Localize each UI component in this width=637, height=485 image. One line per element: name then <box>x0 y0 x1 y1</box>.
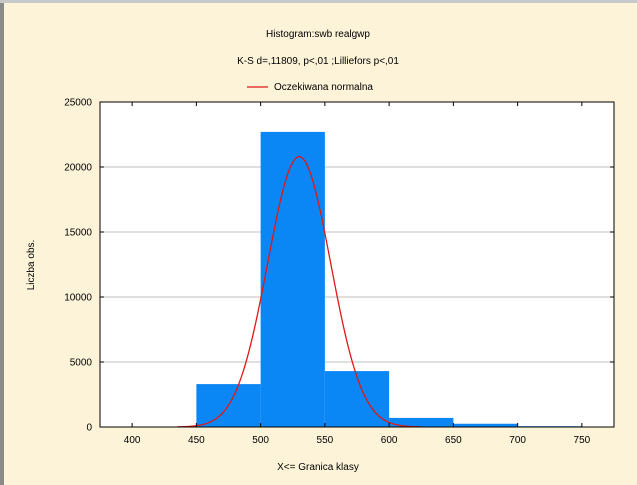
y-tick-label-15000: 15000 <box>64 228 92 239</box>
x-tick-label-750: 750 <box>574 435 591 446</box>
axis-ticks <box>100 101 614 428</box>
histogram-bar-600-650 <box>389 417 454 427</box>
x-tick-label-550: 550 <box>317 435 334 446</box>
plot-border <box>99 101 615 428</box>
expected-normal-curve <box>177 155 422 428</box>
y-tick-label-25000: 25000 <box>64 98 92 109</box>
legend: Oczekiwana normalna <box>247 82 373 93</box>
y-tick-label-10000: 10000 <box>64 293 92 304</box>
axis-tick-labels: 400 450 500 550 600 650 700 750 0 5000 10000 15000 2… <box>64 98 590 447</box>
plot-area-group <box>99 101 615 428</box>
window-left-edge <box>0 0 4 485</box>
chart-subtitle: K-S d=,11809, p<,01 ;Lilliefors p<,01 <box>237 56 399 67</box>
legend-label-expected-normal: Oczekiwana normalna <box>274 82 373 93</box>
x-tick-label-650: 650 <box>445 435 462 446</box>
window-top-edge <box>0 0 637 3</box>
grid-lines <box>100 166 614 363</box>
y-axis-label: Liczba obs. <box>26 240 37 291</box>
histogram-bar-550-600 <box>324 371 390 427</box>
x-tick-label-400: 400 <box>124 435 141 446</box>
x-tick-label-450: 450 <box>188 435 205 446</box>
y-tick-label-5000: 5000 <box>70 358 93 369</box>
histogram-bars <box>196 131 582 427</box>
y-tick-label-20000: 20000 <box>64 163 92 174</box>
y-tick-label-0: 0 <box>86 423 92 434</box>
x-axis-label: X<= Granica klasy <box>277 462 359 473</box>
x-tick-label-500: 500 <box>252 435 269 446</box>
histogram-bar-500-550 <box>260 131 325 427</box>
chart-title: Histogram:swb realgwp <box>266 29 370 40</box>
x-tick-label-600: 600 <box>381 435 398 446</box>
histogram-bar-650-700 <box>453 423 518 427</box>
x-tick-label-700: 700 <box>509 435 526 446</box>
